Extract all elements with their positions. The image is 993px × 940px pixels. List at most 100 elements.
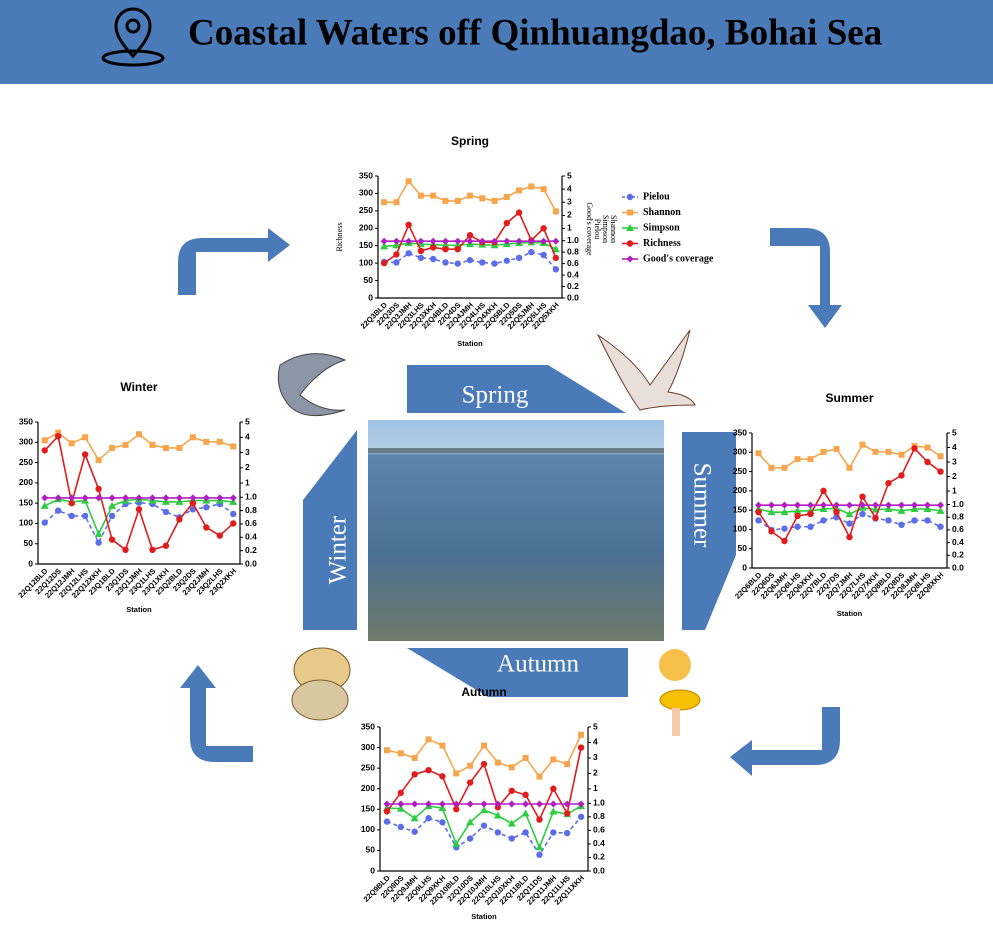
marker xyxy=(793,506,802,514)
y2-tick-label: 0.4 xyxy=(567,269,579,279)
marker xyxy=(508,764,515,771)
marker xyxy=(563,800,571,808)
marker xyxy=(95,539,102,546)
marker xyxy=(95,485,102,493)
marker xyxy=(898,472,905,479)
legend-marker xyxy=(627,209,633,216)
y-tick-label: 300 xyxy=(733,447,747,457)
marker xyxy=(392,237,400,245)
y-tick-label: 350 xyxy=(733,427,747,437)
marker xyxy=(780,508,789,516)
cycle-label: Winter xyxy=(325,515,352,584)
marker xyxy=(383,747,390,754)
marker xyxy=(148,494,156,502)
marker xyxy=(540,225,547,232)
y2-tick-label: 4 xyxy=(593,737,598,747)
marker xyxy=(937,523,944,530)
marker xyxy=(846,501,853,509)
marker xyxy=(425,767,432,774)
y-tick-label: 250 xyxy=(361,762,375,772)
marker xyxy=(203,524,210,531)
marker xyxy=(397,750,404,757)
marker xyxy=(767,508,776,516)
marker xyxy=(417,254,425,262)
header-title: Coastal Waters off Qinhuangdao, Bohai Se… xyxy=(188,12,882,53)
marker xyxy=(794,501,801,509)
marker xyxy=(452,800,460,808)
marker xyxy=(552,254,560,262)
marker xyxy=(439,742,446,749)
marker xyxy=(82,434,89,441)
marker xyxy=(466,779,474,786)
marker xyxy=(203,504,210,511)
y-tick-label: 100 xyxy=(359,257,373,267)
marker xyxy=(176,444,183,451)
cycle-label: Spring xyxy=(462,382,529,409)
marker xyxy=(417,237,425,245)
marker xyxy=(411,754,418,761)
marker xyxy=(176,516,183,523)
y-tick-label: 0 xyxy=(742,562,747,572)
marker xyxy=(230,443,237,450)
marker xyxy=(859,441,866,448)
y2-tick-label: 2 xyxy=(952,471,957,481)
axis-line xyxy=(751,433,948,569)
marker xyxy=(924,501,931,509)
y-axis-label: Richness xyxy=(335,223,344,252)
legend-marker xyxy=(626,255,634,263)
marker xyxy=(522,791,529,799)
y2-tick-label: 3 xyxy=(952,456,957,466)
marker xyxy=(467,762,474,769)
marker xyxy=(768,528,775,535)
marker xyxy=(189,499,197,507)
marker xyxy=(564,761,571,768)
marker xyxy=(454,260,461,267)
y2-tick-label: 3 xyxy=(245,447,250,457)
marker xyxy=(397,823,404,831)
marker xyxy=(515,209,523,216)
marker xyxy=(95,457,102,464)
marker xyxy=(466,800,474,808)
y-tick-label: 150 xyxy=(359,240,373,250)
marker xyxy=(175,497,184,505)
marker xyxy=(924,517,931,524)
marker xyxy=(885,448,892,455)
marker xyxy=(108,501,117,509)
marker xyxy=(429,237,437,245)
marker xyxy=(897,506,906,514)
marker xyxy=(491,237,499,245)
y2-tick-label: 0.4 xyxy=(593,838,605,848)
marker xyxy=(40,501,49,509)
marker xyxy=(41,447,48,454)
marker xyxy=(453,806,460,813)
marker xyxy=(550,785,557,792)
series-line xyxy=(758,513,941,531)
y-tick-label: 100 xyxy=(361,824,375,834)
marker xyxy=(936,506,945,514)
marker xyxy=(478,237,486,245)
marker xyxy=(937,468,944,475)
marker xyxy=(508,800,516,808)
marker xyxy=(162,542,170,549)
marker xyxy=(768,464,775,471)
y2-axis-label: Good's coverage xyxy=(585,202,594,256)
fish-icon xyxy=(277,353,347,417)
marker xyxy=(549,807,558,815)
y2-axis-label: Pielou xyxy=(593,219,602,239)
marker xyxy=(807,510,814,518)
y2-tick-label: 0.0 xyxy=(593,865,605,875)
y2-tick-label: 0.2 xyxy=(567,281,579,291)
y2-tick-label: 5 xyxy=(567,170,572,180)
marker xyxy=(781,537,788,545)
axis-line xyxy=(37,422,241,565)
marker xyxy=(755,501,762,509)
clam-icon xyxy=(291,647,351,721)
marker xyxy=(454,197,461,204)
marker xyxy=(820,448,827,455)
marker xyxy=(552,266,560,273)
header-band xyxy=(0,0,993,84)
y2-tick-label: 1 xyxy=(567,223,572,233)
x-axis-label: Station xyxy=(126,605,152,614)
marker xyxy=(381,199,388,206)
legend-marker xyxy=(626,193,634,201)
